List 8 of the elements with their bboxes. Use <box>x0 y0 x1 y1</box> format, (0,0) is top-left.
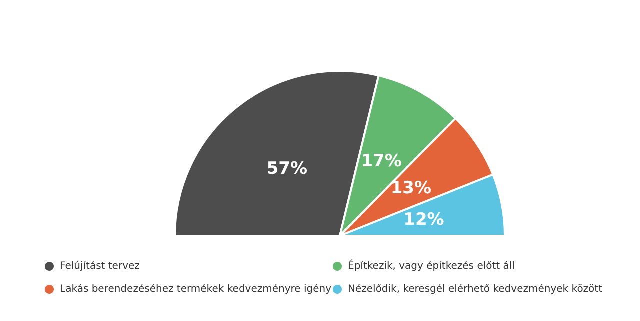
data-label: 12% <box>404 210 444 230</box>
data-label: 13% <box>390 178 432 199</box>
data-label: 17% <box>361 151 402 172</box>
legend-label: Építkezik, vagy építkezés előtt áll <box>348 259 515 272</box>
legend-label: Felújítást tervez <box>60 261 140 272</box>
legend-label: Lakás berendezéséhez termékek kedvezményre igény <box>60 284 332 295</box>
data-label: 57% <box>266 158 308 179</box>
legend-label: Nézelődik, keresgél elérhető kedvezmények között <box>348 284 603 295</box>
